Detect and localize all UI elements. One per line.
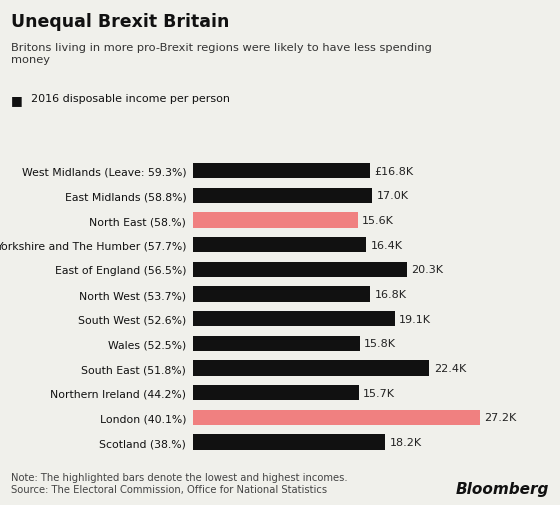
Text: £16.8K: £16.8K bbox=[375, 166, 414, 176]
Text: 20.3K: 20.3K bbox=[412, 265, 444, 275]
Bar bbox=[193, 262, 407, 277]
Bar bbox=[193, 385, 359, 400]
Text: 15.6K: 15.6K bbox=[362, 216, 394, 226]
Text: 15.7K: 15.7K bbox=[363, 388, 395, 398]
Bar bbox=[193, 164, 370, 179]
Text: 22.4K: 22.4K bbox=[433, 364, 466, 373]
Text: 16.4K: 16.4K bbox=[370, 240, 403, 250]
Text: Note: The highlighted bars denote the lowest and highest incomes.
Source: The El: Note: The highlighted bars denote the lo… bbox=[11, 472, 348, 494]
Text: 19.1K: 19.1K bbox=[399, 314, 431, 324]
Text: Unequal Brexit Britain: Unequal Brexit Britain bbox=[11, 13, 230, 31]
Text: 18.2K: 18.2K bbox=[389, 437, 422, 447]
Text: ■: ■ bbox=[11, 93, 23, 107]
Bar bbox=[193, 312, 395, 327]
Bar bbox=[193, 188, 372, 204]
Bar bbox=[193, 213, 358, 228]
Bar bbox=[193, 361, 430, 376]
Text: Bloomberg: Bloomberg bbox=[455, 481, 549, 496]
Text: 2016 disposable income per person: 2016 disposable income per person bbox=[31, 93, 230, 104]
Bar bbox=[193, 287, 370, 302]
Bar bbox=[193, 336, 360, 351]
Bar bbox=[193, 237, 366, 253]
Text: 17.0K: 17.0K bbox=[377, 191, 409, 201]
Text: 15.8K: 15.8K bbox=[364, 339, 396, 349]
Text: 16.8K: 16.8K bbox=[375, 289, 407, 299]
Text: Britons living in more pro-Brexit regions were likely to have less spending
mone: Britons living in more pro-Brexit region… bbox=[11, 43, 432, 65]
Bar bbox=[193, 435, 385, 450]
Text: 27.2K: 27.2K bbox=[484, 413, 516, 423]
Bar bbox=[193, 410, 480, 425]
